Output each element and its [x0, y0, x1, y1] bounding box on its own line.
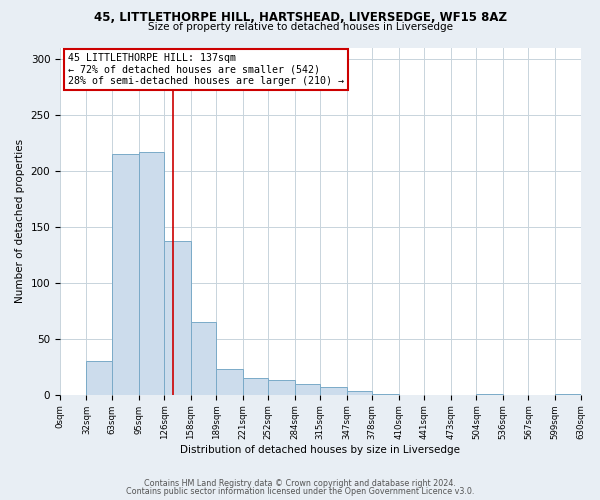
- Bar: [295, 384, 320, 395]
- Bar: [112, 154, 139, 395]
- Text: Contains HM Land Registry data © Crown copyright and database right 2024.: Contains HM Land Registry data © Crown c…: [144, 478, 456, 488]
- Y-axis label: Number of detached properties: Number of detached properties: [15, 139, 25, 303]
- Bar: [139, 152, 164, 395]
- Text: 45 LITTLETHORPE HILL: 137sqm
← 72% of detached houses are smaller (542)
28% of s: 45 LITTLETHORPE HILL: 137sqm ← 72% of de…: [68, 52, 344, 86]
- Bar: [555, 394, 581, 395]
- Bar: [216, 369, 242, 395]
- Bar: [268, 380, 295, 395]
- Bar: [347, 392, 373, 395]
- Bar: [191, 322, 216, 395]
- Bar: [86, 361, 112, 395]
- Bar: [476, 394, 503, 395]
- Text: Size of property relative to detached houses in Liversedge: Size of property relative to detached ho…: [148, 22, 452, 32]
- X-axis label: Distribution of detached houses by size in Liversedge: Distribution of detached houses by size …: [180, 445, 460, 455]
- Text: 45, LITTLETHORPE HILL, HARTSHEAD, LIVERSEDGE, WF15 8AZ: 45, LITTLETHORPE HILL, HARTSHEAD, LIVERS…: [94, 11, 506, 24]
- Bar: [164, 242, 191, 395]
- Bar: [373, 394, 399, 395]
- Text: Contains public sector information licensed under the Open Government Licence v3: Contains public sector information licen…: [126, 487, 474, 496]
- Bar: [242, 378, 268, 395]
- Bar: [320, 387, 347, 395]
